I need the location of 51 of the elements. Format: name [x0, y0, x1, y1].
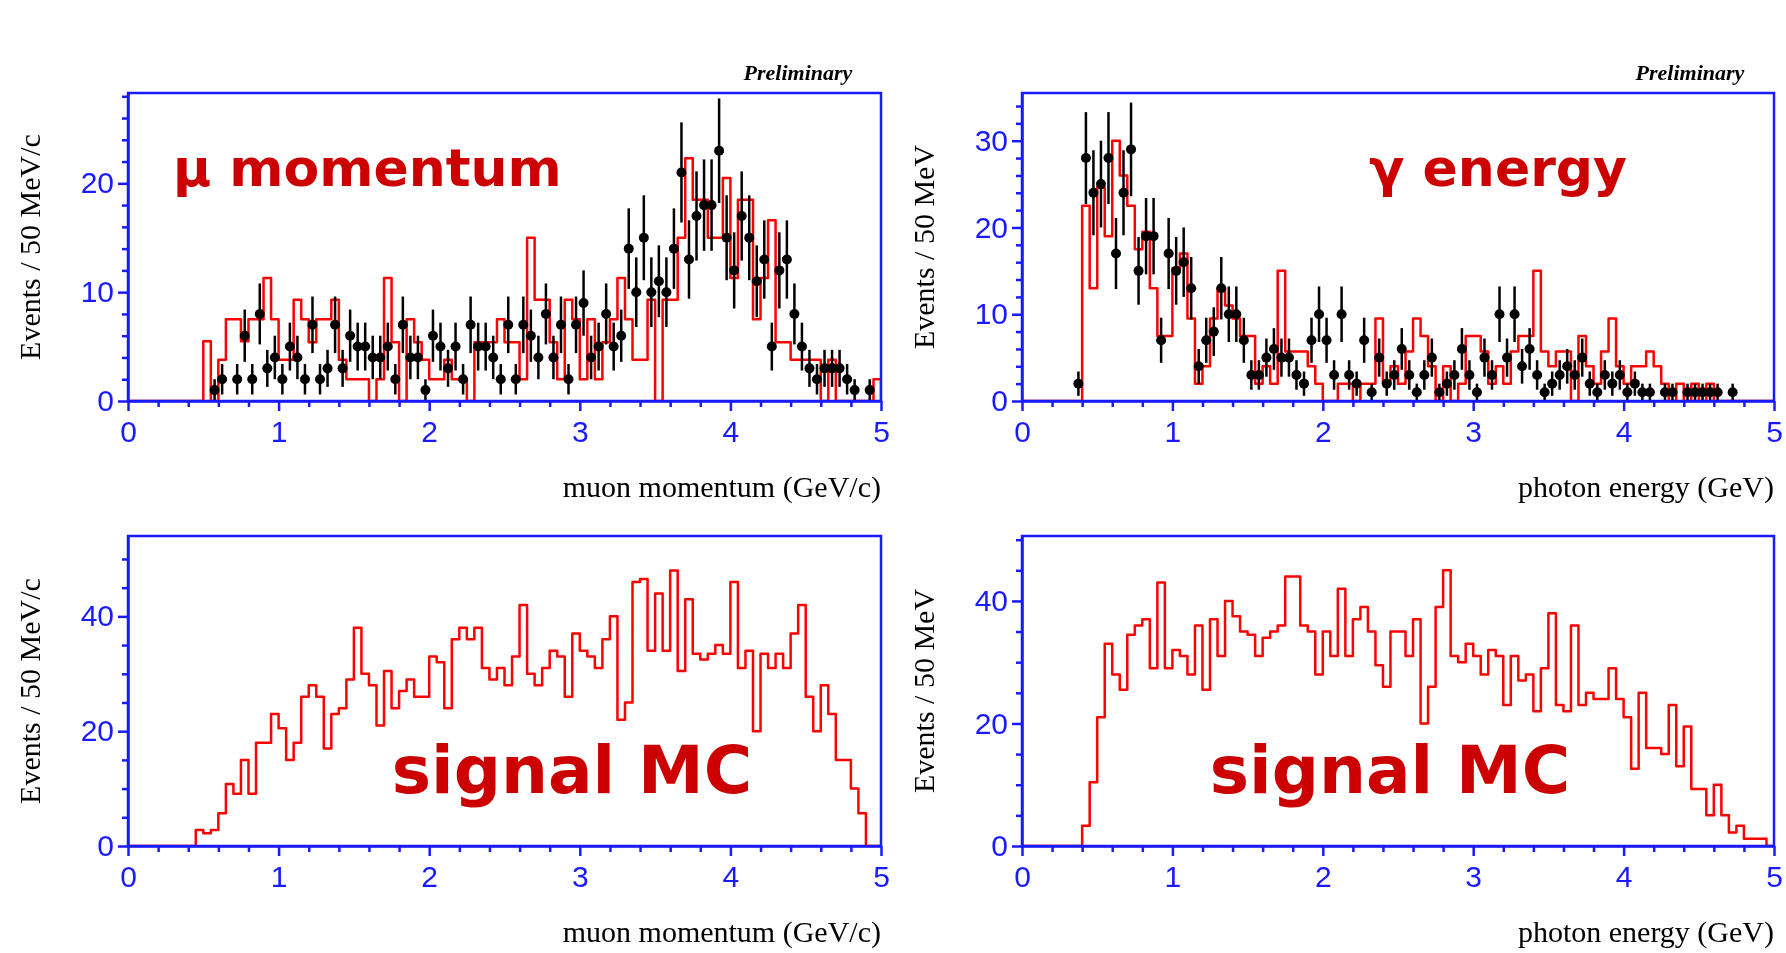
- x-tick-label: 3: [571, 860, 589, 894]
- x-tick-label: 2: [1314, 860, 1332, 894]
- x-tick-label: 2: [421, 415, 439, 449]
- y-tick-label: 10: [80, 275, 114, 309]
- x-axis-title: muon momentum (GeV/c): [562, 470, 881, 504]
- text: Preliminary: [1634, 60, 1745, 85]
- x-tick-label: 1: [1164, 415, 1182, 449]
- annotation: μ momentum: [173, 138, 562, 198]
- y-tick-label: 0: [991, 384, 1008, 418]
- x-tick-label: 2: [421, 860, 439, 894]
- annotation: signal MC: [391, 732, 753, 809]
- y-tick-label: 20: [80, 166, 114, 200]
- y-tick-label: 40: [80, 599, 114, 633]
- x-tick-label: 4: [722, 415, 740, 449]
- x-tick-label: 1: [1164, 860, 1182, 894]
- y-tick-label: 40: [974, 584, 1008, 618]
- x-tick-label: 0: [120, 860, 137, 894]
- x-tick-label: 0: [120, 415, 137, 449]
- y-axis-title: Events / 50 MeV/c: [13, 578, 46, 804]
- y-axis-title: Events / 50 MeV/c: [13, 134, 46, 360]
- y-tick-label: 20: [80, 714, 114, 748]
- x-tick-label: 4: [722, 860, 740, 894]
- x-axis-title: photon energy (GeV): [1517, 915, 1774, 949]
- y-tick-label: 30: [974, 123, 1008, 157]
- x-tick-label: 3: [1465, 415, 1483, 449]
- y-tick-label: 20: [974, 706, 1008, 740]
- x-tick-label: 5: [873, 415, 890, 449]
- x-tick-label: 3: [571, 415, 589, 449]
- x-tick-label: 5: [873, 860, 890, 894]
- text: Preliminary: [742, 60, 853, 85]
- y-axis-title: Events / 50 MeV: [907, 144, 940, 350]
- y-tick-label: 10: [974, 297, 1008, 331]
- x-tick-label: 1: [270, 415, 288, 449]
- y-tick-label: 20: [974, 210, 1008, 244]
- x-tick-label: 3: [1465, 860, 1483, 894]
- x-axis-title: photon energy (GeV): [1517, 470, 1774, 504]
- x-tick-label: 5: [1766, 415, 1783, 449]
- x-tick-label: 1: [270, 860, 288, 894]
- x-tick-label: 4: [1615, 415, 1633, 449]
- annotation: γ energy: [1369, 138, 1627, 198]
- y-tick-label: 0: [97, 829, 114, 863]
- x-tick-label: 0: [1014, 415, 1031, 449]
- y-tick-label: 0: [991, 829, 1008, 863]
- x-tick-label: 4: [1615, 860, 1633, 894]
- x-tick-label: 0: [1014, 860, 1031, 894]
- y-axis-title: Events / 50 MeV: [907, 588, 940, 794]
- x-tick-label: 5: [1766, 860, 1783, 894]
- x-tick-label: 2: [1314, 415, 1332, 449]
- annotation: signal MC: [1209, 732, 1571, 809]
- x-axis-title: muon momentum (GeV/c): [562, 915, 881, 949]
- y-tick-label: 0: [97, 384, 114, 418]
